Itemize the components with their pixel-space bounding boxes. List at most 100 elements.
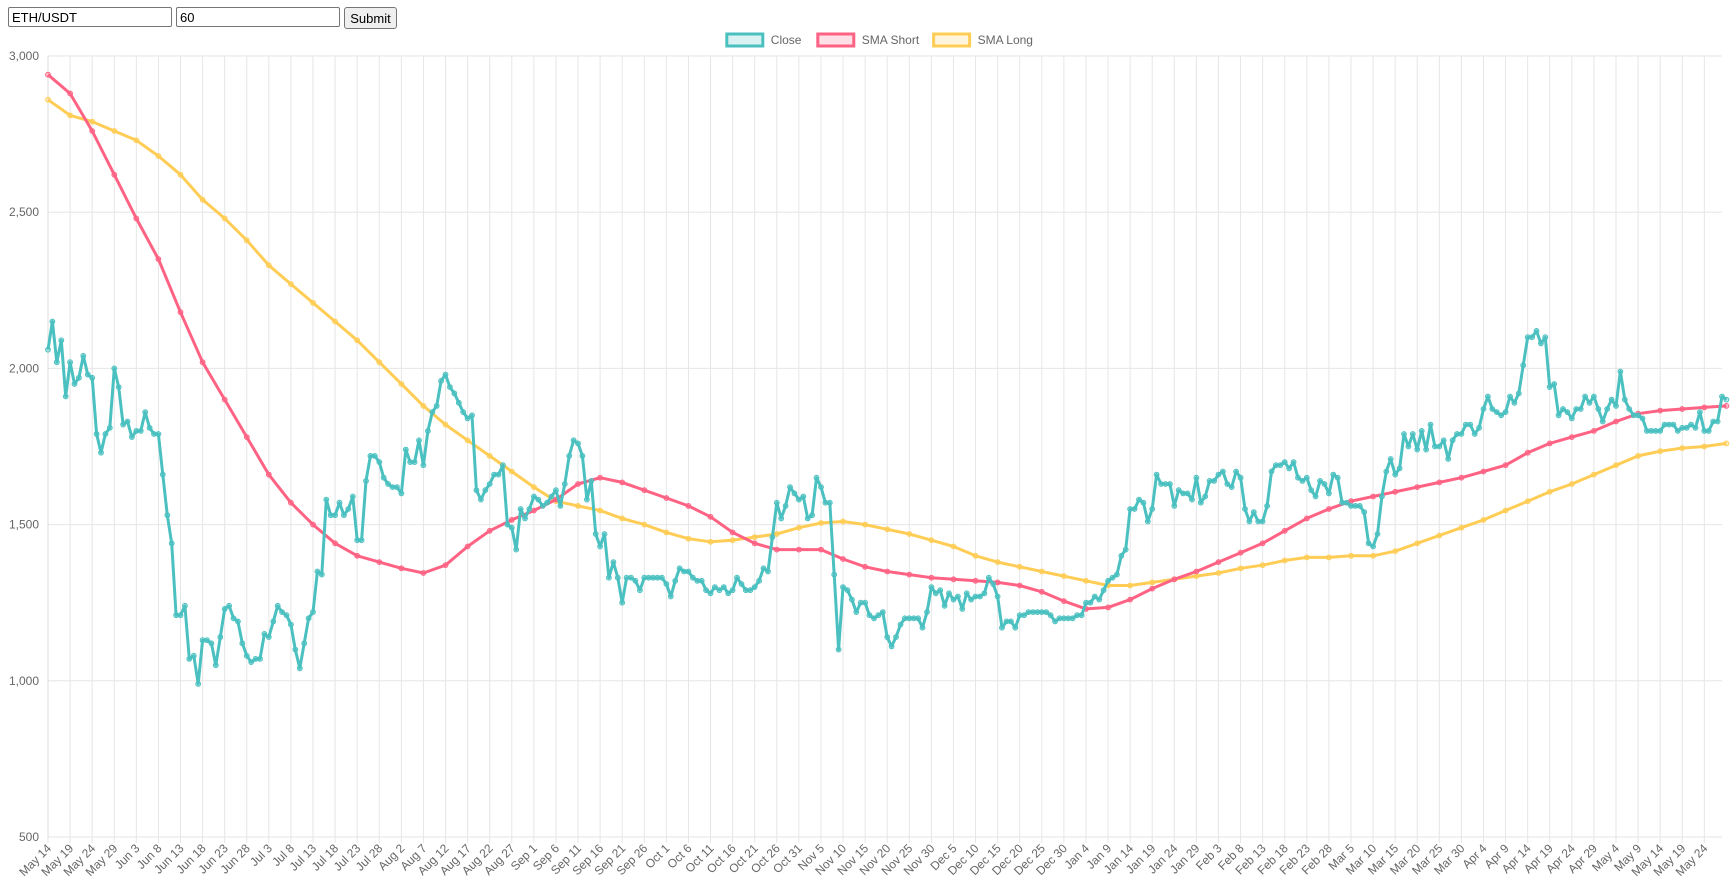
data-point bbox=[1087, 599, 1094, 606]
data-point bbox=[398, 381, 405, 387]
legend-item-close[interactable]: Close bbox=[725, 32, 802, 48]
data-point bbox=[1370, 552, 1376, 559]
data-point bbox=[849, 596, 855, 603]
data-point bbox=[1626, 406, 1633, 412]
data-point bbox=[522, 515, 528, 522]
data-point bbox=[884, 526, 891, 533]
data-point bbox=[1719, 393, 1725, 400]
data-point bbox=[495, 471, 502, 478]
data-point bbox=[58, 337, 65, 344]
data-point bbox=[1264, 503, 1270, 509]
data-point bbox=[517, 506, 524, 512]
data-point bbox=[1480, 517, 1487, 523]
data-point bbox=[818, 484, 824, 491]
data-point bbox=[1639, 415, 1646, 422]
data-point bbox=[1100, 587, 1107, 594]
data-point bbox=[1670, 421, 1677, 428]
y-tick-label: 1,000 bbox=[9, 674, 39, 688]
data-point bbox=[363, 478, 369, 484]
data-point bbox=[950, 596, 957, 603]
data-point bbox=[1546, 384, 1553, 391]
data-point bbox=[89, 128, 96, 134]
data-point bbox=[1555, 412, 1562, 419]
data-point bbox=[1524, 449, 1531, 456]
data-point bbox=[853, 609, 860, 615]
data-point bbox=[641, 521, 648, 528]
data-point bbox=[955, 593, 961, 600]
symbol-input[interactable] bbox=[8, 7, 172, 27]
data-point bbox=[1445, 456, 1452, 462]
data-point bbox=[420, 462, 427, 469]
data-point bbox=[1118, 552, 1125, 559]
period-input[interactable] bbox=[176, 7, 340, 27]
data-point bbox=[80, 353, 87, 359]
data-point bbox=[199, 196, 206, 203]
data-point bbox=[738, 581, 745, 587]
data-point bbox=[1193, 568, 1200, 575]
data-point bbox=[204, 637, 210, 644]
data-point bbox=[610, 559, 617, 565]
data-point bbox=[1692, 424, 1699, 431]
data-point bbox=[425, 428, 431, 434]
data-point bbox=[168, 540, 175, 547]
data-point bbox=[751, 584, 758, 590]
data-point bbox=[575, 440, 581, 447]
data-point bbox=[398, 565, 405, 572]
y-tick-label: 2,000 bbox=[9, 361, 39, 375]
data-point bbox=[1440, 437, 1447, 444]
data-point bbox=[155, 256, 162, 263]
data-point bbox=[1414, 540, 1421, 547]
data-point bbox=[1507, 393, 1513, 400]
data-point bbox=[871, 615, 877, 622]
data-point bbox=[548, 493, 555, 500]
data-point bbox=[438, 378, 445, 384]
data-point bbox=[619, 479, 626, 486]
data-point bbox=[283, 612, 290, 619]
submit-button[interactable]: Submit bbox=[344, 7, 397, 29]
data-point bbox=[981, 590, 988, 597]
data-point bbox=[641, 487, 648, 494]
data-point bbox=[1568, 434, 1575, 441]
data-point bbox=[115, 384, 122, 391]
data-point bbox=[67, 90, 73, 97]
data-point bbox=[230, 615, 237, 622]
data-point bbox=[840, 518, 846, 525]
data-point bbox=[486, 527, 493, 534]
data-point bbox=[67, 112, 73, 119]
data-point bbox=[270, 618, 277, 625]
data-point bbox=[663, 495, 670, 501]
data-point bbox=[950, 543, 957, 550]
data-point bbox=[120, 421, 126, 428]
x-tick-label: Apr 4 bbox=[1459, 841, 1489, 871]
data-point bbox=[469, 412, 475, 419]
data-point bbox=[411, 459, 418, 466]
data-point bbox=[1591, 428, 1597, 434]
data-point bbox=[1237, 549, 1244, 556]
data-point bbox=[332, 318, 339, 325]
data-point bbox=[1458, 524, 1465, 531]
legend-swatch bbox=[725, 32, 765, 48]
data-point bbox=[1401, 431, 1407, 437]
data-point bbox=[597, 507, 603, 514]
data-point bbox=[1303, 515, 1310, 522]
legend-item-sma-short[interactable]: SMA Short bbox=[816, 32, 920, 48]
data-point bbox=[164, 512, 171, 519]
data-point bbox=[1202, 493, 1209, 500]
data-point bbox=[566, 453, 573, 459]
data-point bbox=[1418, 428, 1425, 434]
data-point bbox=[482, 487, 489, 494]
data-point bbox=[1153, 471, 1160, 478]
y-tick-label: 1,500 bbox=[9, 518, 39, 532]
legend-item-sma-long[interactable]: SMA Long bbox=[932, 32, 1033, 48]
data-point bbox=[1480, 406, 1487, 412]
legend-label: SMA Long bbox=[978, 33, 1033, 47]
data-point bbox=[773, 546, 780, 553]
data-point bbox=[71, 381, 78, 387]
data-point bbox=[773, 499, 780, 506]
data-point bbox=[539, 503, 546, 509]
data-point bbox=[385, 481, 392, 487]
data-point bbox=[632, 577, 639, 584]
data-point bbox=[985, 574, 992, 581]
data-point bbox=[614, 574, 621, 581]
data-point bbox=[1458, 474, 1465, 481]
